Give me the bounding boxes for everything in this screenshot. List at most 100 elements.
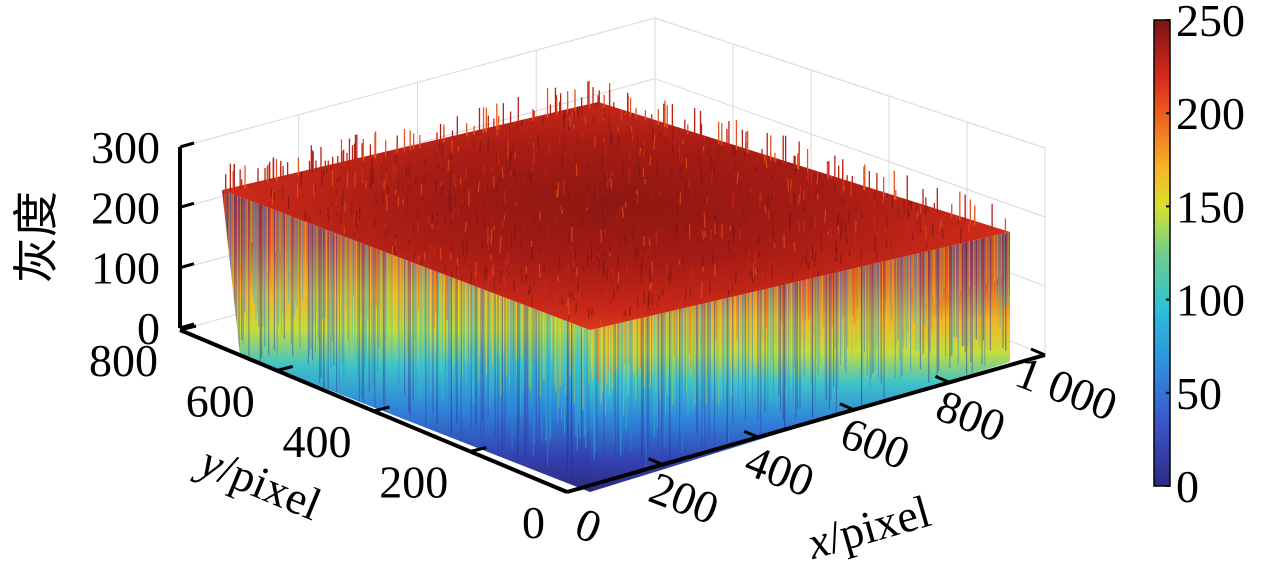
- surface-peak: [910, 194, 913, 211]
- surface-peak: [455, 175, 457, 186]
- surface-peak: [714, 263, 716, 277]
- surface-peak: [507, 167, 510, 175]
- x-tick-label: 1 000: [1009, 346, 1124, 431]
- surface-peak: [399, 178, 402, 184]
- z-tick-mark: [179, 262, 195, 270]
- surface-peak: [771, 175, 773, 181]
- surface-peak: [813, 195, 816, 200]
- surface-peak: [547, 220, 550, 234]
- surface-peak: [593, 136, 596, 147]
- surface-peak: [794, 169, 797, 177]
- surface-peak: [684, 289, 687, 301]
- surface-peak: [816, 171, 819, 185]
- surface-peak: [830, 163, 833, 179]
- surface-peak: [773, 243, 776, 249]
- surface-peak: [813, 258, 816, 267]
- surface-peak: [431, 211, 434, 225]
- surface-peak: [429, 243, 432, 261]
- surface-peak: [618, 207, 621, 223]
- surface-peak: [873, 235, 876, 252]
- surface-peak: [666, 262, 669, 277]
- x-tick-mark: [934, 375, 950, 384]
- surface-peak: [514, 222, 517, 239]
- surface-peak: [798, 194, 800, 205]
- surface-peak: [492, 225, 495, 237]
- surface-peak: [352, 213, 355, 225]
- surface-peak: [487, 274, 490, 290]
- surface-peak: [915, 247, 918, 252]
- surface-peak: [748, 256, 751, 261]
- surface-peak: [723, 284, 726, 289]
- surface-peak: [378, 209, 381, 223]
- surface-peak: [561, 297, 564, 305]
- surface-peak: [533, 219, 536, 225]
- surface-peak: [314, 184, 317, 194]
- surface-peak: [730, 206, 733, 217]
- surface-peak: [566, 183, 569, 194]
- surface-peak: [848, 211, 850, 224]
- surface-peak: [567, 263, 570, 276]
- surface-peak: [675, 240, 678, 246]
- surface-peak: [563, 309, 566, 314]
- x-tick-label: 200: [643, 462, 726, 534]
- surface-peak: [449, 169, 452, 181]
- surface-peak: [382, 146, 385, 163]
- surface-peak: [499, 260, 502, 264]
- surface-peak: [727, 290, 730, 296]
- surface-peak: [586, 253, 589, 267]
- surface-peak: [777, 204, 780, 215]
- surface-peak: [601, 121, 604, 134]
- surface-peak: [491, 140, 494, 149]
- surface-peak: [813, 188, 815, 196]
- surface-peak: [624, 201, 627, 209]
- surface-peak: [764, 262, 767, 278]
- x-tick-label: 400: [738, 435, 821, 507]
- surface-peak: [636, 296, 639, 308]
- surface-peak: [365, 181, 367, 189]
- surface-peak: [520, 115, 523, 126]
- surface-peak: [657, 186, 661, 199]
- surface-peak: [653, 134, 656, 150]
- x-axis-label: x/pixel: [801, 485, 936, 569]
- surface-peak: [675, 226, 678, 238]
- surface-peak: [637, 161, 640, 178]
- surface-peak: [482, 216, 485, 229]
- surface-peak: [281, 185, 284, 199]
- surface-peak: [603, 173, 606, 190]
- surface-peak: [370, 159, 373, 173]
- surface-peak: [449, 150, 452, 161]
- surface-peak: [636, 136, 639, 148]
- surface-peak: [435, 216, 438, 221]
- surface-peak: [586, 192, 589, 207]
- surface-peak: [450, 195, 452, 212]
- surface-peak: [817, 271, 820, 277]
- surface-peak: [669, 294, 671, 310]
- surface-peak: [581, 294, 583, 299]
- surface-peak: [509, 155, 512, 172]
- surface-peak: [766, 194, 769, 210]
- y-tick-label: 800: [89, 335, 158, 386]
- surface-peak: [834, 240, 837, 255]
- surface-peak: [711, 132, 714, 145]
- surface-peak: [514, 243, 517, 261]
- surface-peak: [346, 171, 349, 188]
- surface-peak: [802, 254, 805, 260]
- surface-peak: [734, 269, 737, 284]
- surface-peak: [763, 154, 766, 164]
- surface-peak: [837, 225, 840, 234]
- surface-peak: [648, 238, 651, 247]
- surface-peak: [602, 310, 605, 315]
- surface-peak: [602, 138, 605, 142]
- surface-peak: [627, 188, 630, 200]
- surface-peak: [365, 192, 368, 204]
- surface-peak: [459, 177, 462, 185]
- surface-peak: [611, 267, 614, 277]
- surface-peak: [384, 171, 388, 185]
- surface-peak: [661, 215, 664, 221]
- surface-peak: [575, 164, 578, 176]
- surface-peak: [579, 165, 582, 173]
- surface-peak: [512, 127, 515, 137]
- z-tick-mark: [179, 322, 195, 330]
- surface-peak: [502, 226, 505, 232]
- colorbar: 0 50 100 150 200 250: [1153, 0, 1245, 512]
